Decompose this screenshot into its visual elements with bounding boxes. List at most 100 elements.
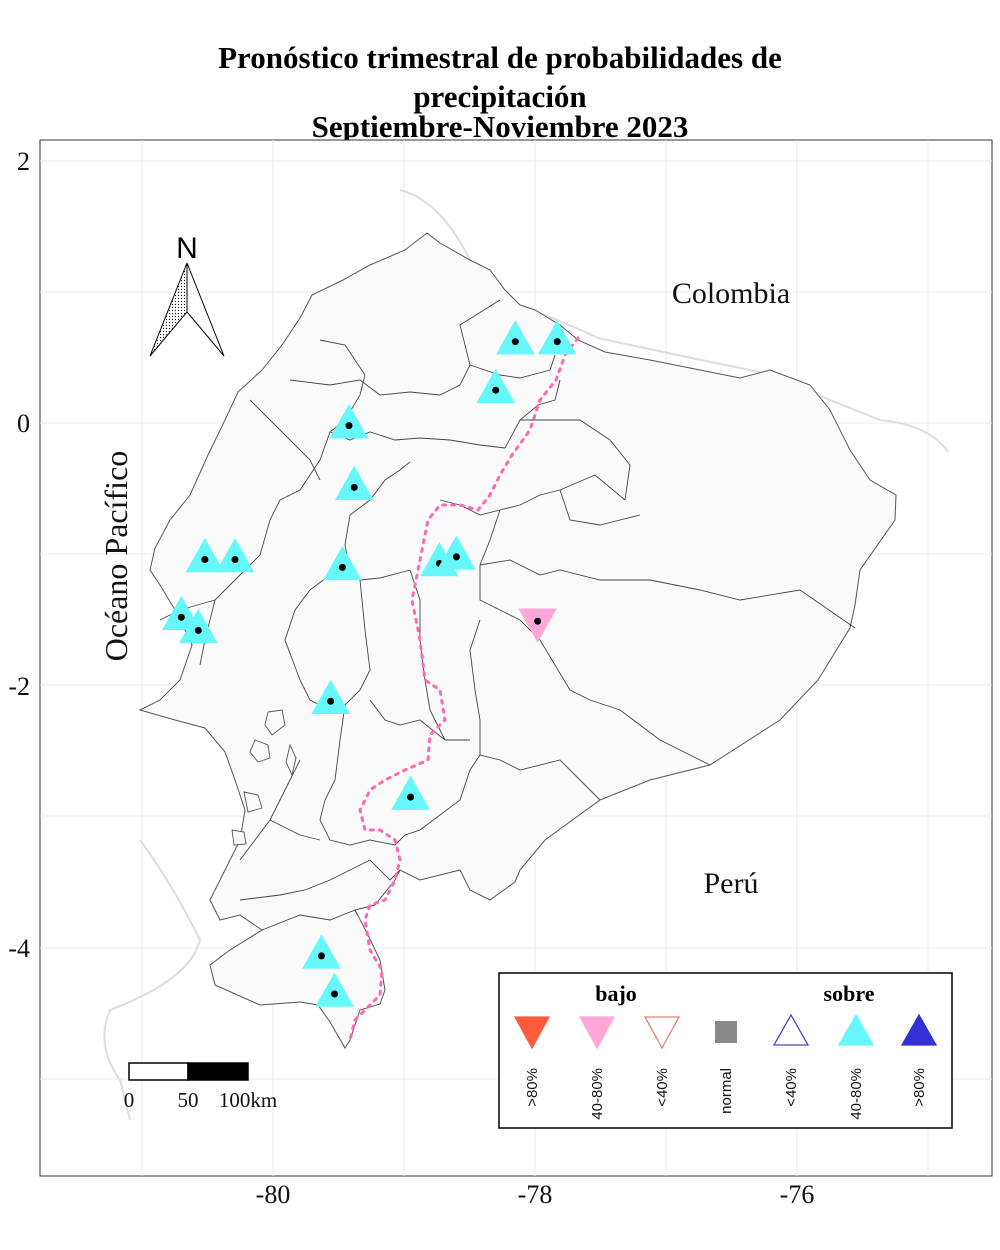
legend-item-label: <40% <box>654 1068 671 1107</box>
above-normal-triangle <box>323 545 362 581</box>
station-point <box>511 338 519 346</box>
map-title-line-2: precipitación <box>413 79 587 114</box>
legend-item-label: 40-80% <box>589 1068 606 1120</box>
above-normal-triangle <box>496 320 535 355</box>
legend-triangle-down-icon <box>643 1016 681 1050</box>
legend-item: <40% <box>772 1013 810 1107</box>
station-marker <box>518 608 557 643</box>
above-normal-triangle <box>162 595 201 630</box>
legend-item-label: normal <box>718 1068 735 1114</box>
neighbor-border-north <box>399 189 949 453</box>
scale-bar: 0 50 100km <box>124 1062 277 1112</box>
below-normal-triangle <box>518 608 557 643</box>
station-point <box>452 553 460 561</box>
above-normal-triangle <box>334 465 374 501</box>
station-marker <box>496 320 535 355</box>
peru-label: Perú <box>704 867 759 900</box>
station-marker <box>315 972 354 1007</box>
legend-triangle-down-icon <box>578 1016 616 1050</box>
y-tick-label: 0 <box>17 409 30 438</box>
legend-box <box>498 972 953 1129</box>
station-point <box>331 990 339 998</box>
gulf-islands <box>231 709 297 846</box>
station-point <box>317 952 325 960</box>
map-subtitle: Septiembre-Noviembre 2023 <box>311 109 689 144</box>
y-tick-label: 2 <box>17 147 30 176</box>
legend-square-icon <box>715 1021 737 1043</box>
x-tick-label: -76 <box>780 1180 815 1209</box>
legend-item-label: >80% <box>524 1068 541 1107</box>
legend-item: 40-80% <box>837 1013 875 1120</box>
y-tick-label: -4 <box>8 934 30 963</box>
station-marker <box>334 465 374 501</box>
station-marker <box>323 545 362 581</box>
map-title-line-1: Pronóstico trimestral de probabilidades … <box>218 40 782 75</box>
above-normal-triangle <box>185 537 225 573</box>
above-normal-triangle <box>215 537 255 573</box>
legend-triangle-down-icon <box>513 1016 551 1050</box>
station-point <box>231 556 239 563</box>
x-tick-label: -78 <box>518 1180 553 1209</box>
scale-label: 50 <box>178 1088 199 1112</box>
ecuador-outline <box>138 232 897 1049</box>
station-marker <box>537 320 577 355</box>
station-marker <box>215 537 255 573</box>
station-marker <box>476 368 515 403</box>
station-point <box>201 556 209 563</box>
above-normal-triangle <box>329 404 369 439</box>
above-normal-triangle <box>437 535 476 570</box>
station-marker <box>311 679 350 714</box>
station-point <box>553 338 561 346</box>
above-normal-triangle <box>179 608 218 644</box>
legend-item-label: 40-80% <box>848 1068 865 1120</box>
north-arrow-label: N <box>176 232 198 265</box>
station-point <box>350 483 358 491</box>
legend-triangle-up-icon <box>837 1013 875 1046</box>
north-arrow-right-half <box>186 262 225 357</box>
station-point <box>177 613 185 621</box>
legend-item: 40-80% <box>578 1016 616 1120</box>
station-point <box>407 793 415 801</box>
station-point <box>194 626 202 634</box>
neighbor-coast-south <box>103 839 202 1121</box>
above-normal-triangle <box>302 934 341 969</box>
legend-triangle-up-icon <box>772 1013 810 1046</box>
legend: bajo sobre >80% 40-80% <40% normal <40% 40-80… <box>498 972 953 1129</box>
axis-ticks: 2 0 -2 -4 -80 -78 -76 <box>8 147 814 1209</box>
y-tick-label: -2 <box>8 672 30 701</box>
station-point <box>327 697 335 705</box>
legend-triangle-up-icon <box>900 1013 938 1046</box>
station-point <box>534 617 542 625</box>
station-point <box>345 422 353 430</box>
andes-ridge-line <box>348 336 580 1042</box>
legend-item-label: >80% <box>911 1068 928 1107</box>
station-marker <box>302 934 341 969</box>
legend-group-low: bajo <box>595 981 637 1006</box>
station-marker <box>179 608 218 644</box>
scale-bar-segment-black <box>187 1062 249 1081</box>
station-marker <box>437 535 476 570</box>
station-marker <box>329 404 369 439</box>
above-normal-triangle <box>391 775 430 810</box>
above-normal-triangle <box>311 679 350 714</box>
station-point <box>338 563 346 571</box>
legend-item: >80% <box>513 1016 551 1107</box>
pacific-ocean-label: Océano Pacífico <box>98 451 134 662</box>
legend-group-high: sobre <box>824 981 875 1006</box>
above-normal-triangle <box>537 320 577 355</box>
station-marker <box>162 595 201 630</box>
legend-item-label: <40% <box>783 1068 800 1107</box>
colombia-label: Colombia <box>672 277 790 310</box>
station-markers <box>162 320 577 1007</box>
above-normal-triangle <box>476 368 515 403</box>
legend-item: <40% <box>643 1016 681 1107</box>
station-marker <box>185 537 225 573</box>
station-marker <box>391 775 430 810</box>
scale-label: 100km <box>219 1088 277 1112</box>
scale-label: 0 <box>124 1088 135 1112</box>
station-point <box>492 386 500 394</box>
legend-item: >80% <box>900 1013 938 1107</box>
scale-bar-segment-white <box>128 1062 189 1081</box>
province-boundaries <box>159 299 856 931</box>
